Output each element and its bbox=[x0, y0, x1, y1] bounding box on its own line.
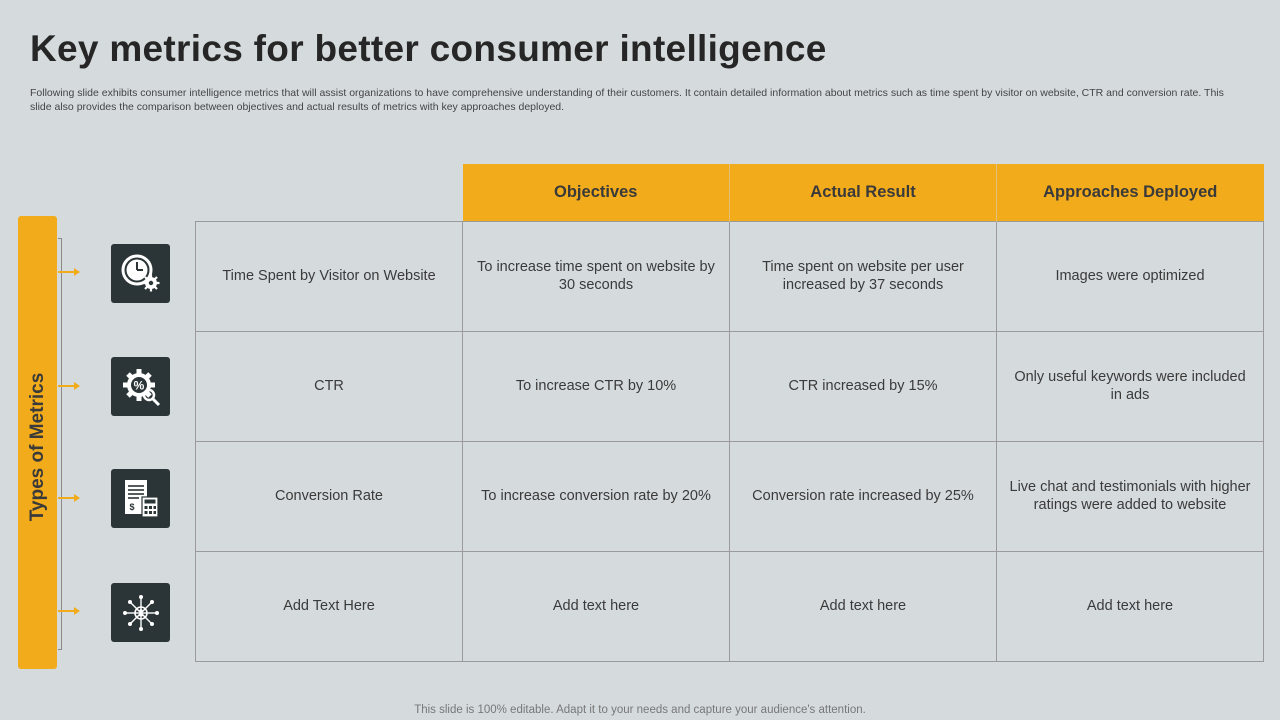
table-row: Add Text Here Add text here Add text her… bbox=[195, 550, 1264, 662]
approach-cell: Add text here bbox=[996, 550, 1264, 662]
metric-cell: CTR bbox=[195, 330, 463, 442]
approach-cell: Only useful keywords were included in ad… bbox=[996, 330, 1264, 442]
footer-note: This slide is 100% editable. Adapt it to… bbox=[414, 704, 866, 716]
objective-cell: To increase time spent on website by 30 … bbox=[462, 220, 730, 332]
slide-title: Key metrics for better consumer intellig… bbox=[30, 28, 827, 69]
table-row: Conversion Rate To increase conversion r… bbox=[195, 440, 1264, 552]
table-header-row: Objectives Actual Result Approaches Depl… bbox=[196, 164, 1264, 221]
metric-cell: Conversion Rate bbox=[195, 440, 463, 552]
actual-result-cell: Time spent on website per user increased… bbox=[729, 220, 997, 332]
percent-gear-icon: % bbox=[111, 357, 170, 416]
metrics-bracket bbox=[58, 238, 62, 650]
approach-cell: Images were optimized bbox=[996, 220, 1264, 332]
table-row: CTR To increase CTR by 10% CTR increased… bbox=[195, 330, 1264, 442]
arrow-icon bbox=[58, 268, 80, 276]
objective-cell: To increase CTR by 10% bbox=[462, 330, 730, 442]
header-objectives: Objectives bbox=[462, 164, 730, 221]
invoice-calculator-icon: $ bbox=[111, 469, 170, 528]
types-of-metrics-bar bbox=[18, 216, 57, 669]
network-hub-icon bbox=[111, 583, 170, 642]
svg-text:$: $ bbox=[129, 502, 134, 512]
arrow-icon bbox=[58, 494, 80, 502]
metrics-table: Objectives Actual Result Approaches Depl… bbox=[195, 164, 1264, 662]
actual-result-cell: CTR increased by 15% bbox=[729, 330, 997, 442]
approach-cell: Live chat and testimonials with higher r… bbox=[996, 440, 1264, 552]
header-approaches-deployed: Approaches Deployed bbox=[996, 164, 1264, 221]
slide-subtitle: Following slide exhibits consumer intell… bbox=[30, 87, 1224, 113]
actual-result-cell: Conversion rate increased by 25% bbox=[729, 440, 997, 552]
header-blank-cell bbox=[196, 164, 463, 221]
arrow-icon bbox=[58, 382, 80, 390]
objective-cell: To increase conversion rate by 20% bbox=[462, 440, 730, 552]
metric-cell: Add Text Here bbox=[195, 550, 463, 662]
table-row: Time Spent by Visitor on Website To incr… bbox=[195, 220, 1264, 332]
actual-result-cell: Add text here bbox=[729, 550, 997, 662]
svg-text:%: % bbox=[133, 378, 144, 392]
metric-cell: Time Spent by Visitor on Website bbox=[195, 220, 463, 332]
types-of-metrics-label: Types of Metrics bbox=[27, 372, 48, 522]
clock-gear-icon bbox=[111, 244, 170, 303]
header-actual-result: Actual Result bbox=[729, 164, 997, 221]
arrow-icon bbox=[58, 607, 80, 615]
objective-cell: Add text here bbox=[462, 550, 730, 662]
